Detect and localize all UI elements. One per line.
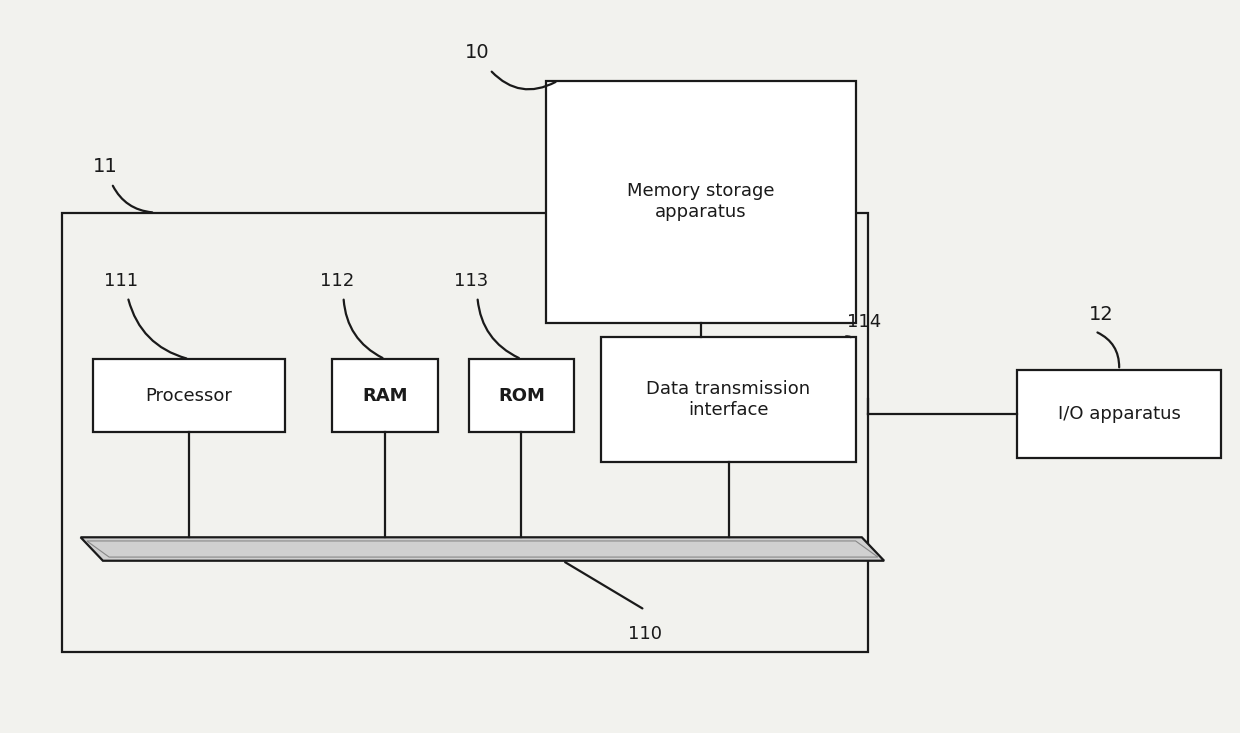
Text: 11: 11 (93, 157, 118, 176)
Text: Processor: Processor (145, 387, 233, 405)
Text: 10: 10 (465, 43, 490, 62)
FancyBboxPatch shape (469, 359, 574, 432)
Text: 112: 112 (320, 271, 355, 290)
Text: I/O apparatus: I/O apparatus (1058, 405, 1180, 423)
Text: 113: 113 (454, 271, 489, 290)
Text: Data transmission
interface: Data transmission interface (646, 380, 811, 419)
Text: ROM: ROM (498, 387, 544, 405)
Text: 111: 111 (104, 271, 139, 290)
Text: RAM: RAM (362, 387, 408, 405)
FancyBboxPatch shape (601, 337, 856, 462)
Text: 12: 12 (1089, 305, 1114, 324)
Polygon shape (81, 537, 884, 561)
FancyBboxPatch shape (332, 359, 438, 432)
FancyBboxPatch shape (546, 81, 856, 323)
FancyBboxPatch shape (1017, 370, 1221, 458)
Text: 110: 110 (627, 625, 662, 643)
Text: Memory storage
apparatus: Memory storage apparatus (627, 183, 774, 221)
Text: 114: 114 (847, 313, 882, 331)
FancyBboxPatch shape (93, 359, 285, 432)
